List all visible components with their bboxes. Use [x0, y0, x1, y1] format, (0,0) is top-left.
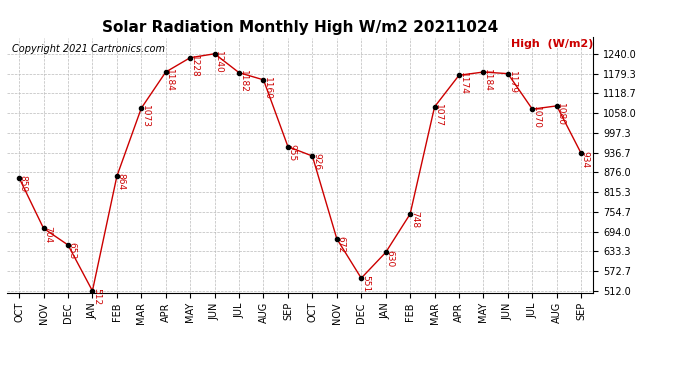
Point: [111, 173, 122, 179]
Text: Copyright 2021 Cartronics.com: Copyright 2021 Cartronics.com: [12, 44, 165, 54]
Point: [453, 72, 464, 78]
Text: 1179: 1179: [508, 71, 517, 94]
Point: [356, 275, 367, 281]
Text: 859: 859: [19, 175, 28, 192]
Text: 1174: 1174: [459, 72, 468, 95]
Text: 926: 926: [312, 153, 321, 170]
Title: Solar Radiation Monthly High W/m2 20211024: Solar Radiation Monthly High W/m2 202110…: [102, 20, 498, 35]
Text: 551: 551: [361, 275, 370, 292]
Point: [160, 69, 171, 75]
Text: 1080: 1080: [556, 103, 565, 126]
Text: 1240: 1240: [215, 51, 224, 74]
Point: [14, 175, 25, 181]
Point: [575, 150, 586, 156]
Point: [233, 70, 244, 76]
Point: [87, 288, 98, 294]
Point: [380, 249, 391, 255]
Text: 512: 512: [92, 288, 101, 305]
Point: [478, 69, 489, 75]
Text: High  (W/m2): High (W/m2): [511, 39, 593, 49]
Point: [209, 51, 220, 57]
Point: [551, 103, 562, 109]
Text: 1182: 1182: [239, 70, 248, 93]
Text: 1184: 1184: [166, 69, 175, 92]
Text: 704: 704: [43, 226, 52, 243]
Point: [136, 105, 147, 111]
Text: 653: 653: [68, 242, 77, 260]
Point: [258, 77, 269, 83]
Text: 630: 630: [385, 250, 395, 267]
Point: [307, 153, 318, 159]
Text: 1070: 1070: [532, 106, 541, 129]
Point: [502, 70, 513, 76]
Point: [38, 225, 49, 231]
Text: 1073: 1073: [141, 105, 150, 128]
Point: [185, 55, 196, 61]
Text: 1184: 1184: [483, 69, 492, 92]
Text: 864: 864: [117, 174, 126, 190]
Text: 1228: 1228: [190, 55, 199, 78]
Point: [404, 211, 415, 217]
Text: 1160: 1160: [263, 77, 272, 100]
Text: 1077: 1077: [434, 104, 443, 127]
Point: [429, 104, 440, 110]
Point: [282, 144, 293, 150]
Text: 672: 672: [337, 236, 346, 253]
Text: 955: 955: [288, 144, 297, 161]
Text: 934: 934: [581, 151, 590, 168]
Point: [331, 236, 342, 242]
Text: 748: 748: [410, 211, 419, 228]
Point: [63, 242, 74, 248]
Point: [526, 106, 538, 112]
